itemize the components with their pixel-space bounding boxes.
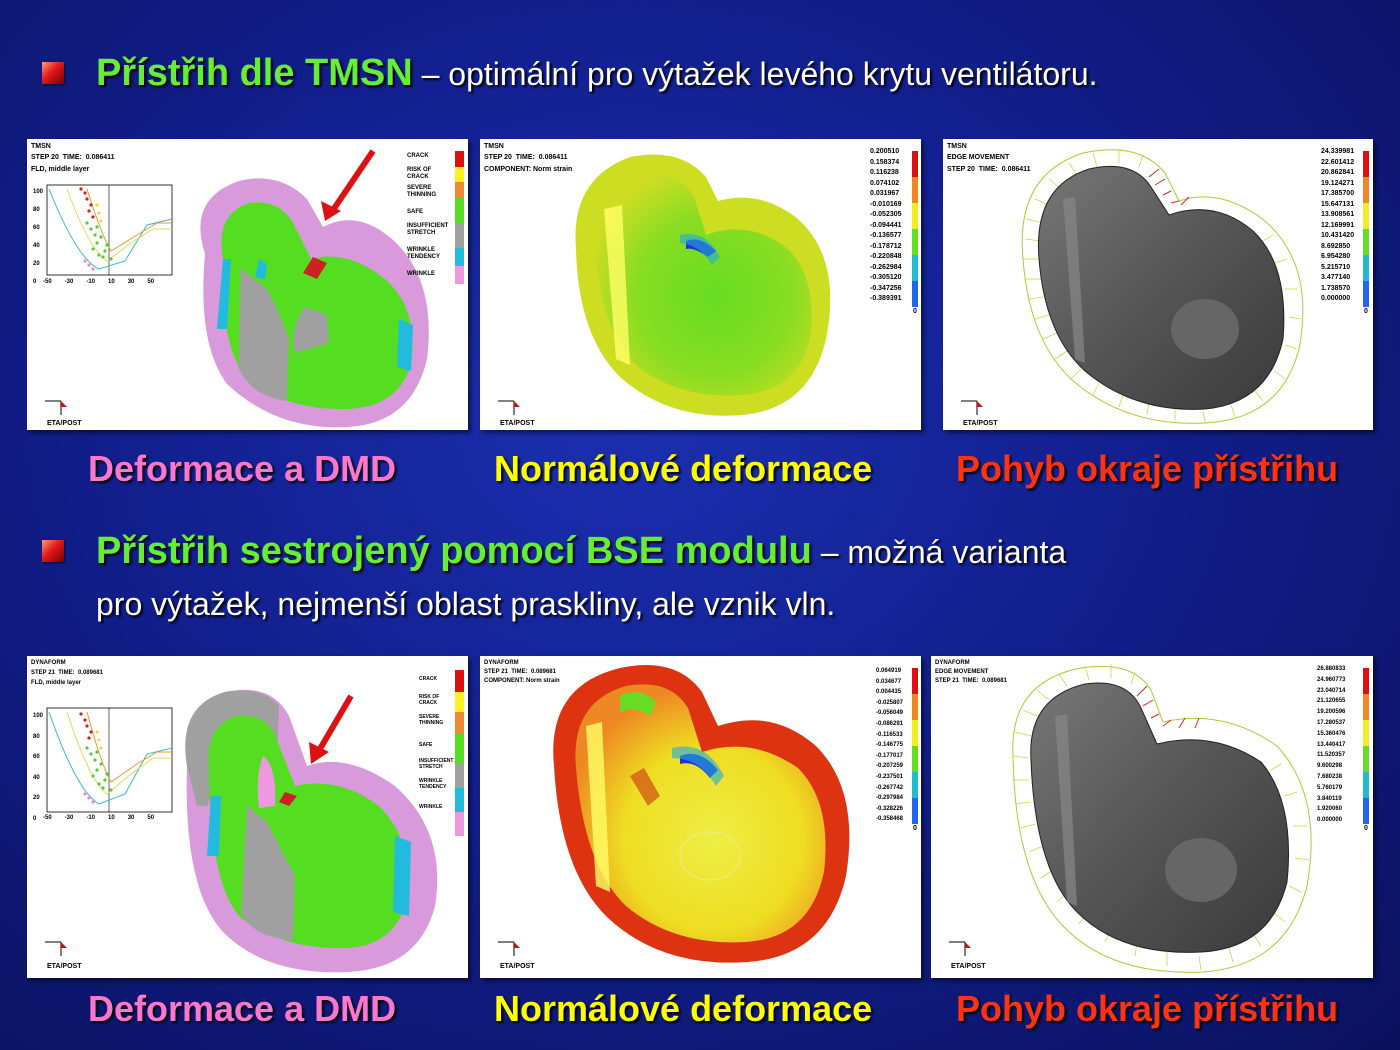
norm-step-info: STEP 21 TIME: 0.089681 [484, 669, 556, 675]
section1-heading: Přístřih dle TMSN – optimální pro výtaže… [96, 52, 1098, 95]
norm-title: TMSN [484, 143, 504, 150]
fld-plot-row1 [45, 149, 464, 428]
time-label: TIME: [62, 154, 82, 161]
caption-pohyb-row1: Pohyb okraje přístřihu [956, 448, 1339, 489]
norm-strain-panel-row1: TMSN STEP 20 TIME: 0.086411 COMPONENT: N… [480, 139, 921, 430]
edge-legend-values: 24.339981 22.601412 20.862841 19.124271 17.3… [1321, 148, 1355, 302]
edge-label: EDGE MOVEMENT [935, 669, 989, 675]
edge-movement-plot-row1 [961, 149, 1369, 424]
section2-heading: Přístřih sestrojený pomocí BSE modulu – … [96, 530, 1066, 573]
section2-description-line2: pro výtažek, nejmenší oblast praskliny, … [96, 586, 836, 622]
edge-legend-zero: 0 [1364, 825, 1368, 832]
bullet-icon [42, 540, 64, 562]
norm-legend-zero: 0 [913, 308, 917, 315]
section1-title: Přístřih dle TMSN [96, 52, 413, 94]
fld-x-ticks: -50 -30 -10 10 30 50 [43, 815, 155, 821]
section2-title: Přístřih sestrojený pomocí BSE modulu [96, 530, 812, 572]
color-scale-bar [1363, 151, 1369, 307]
fld-layer: FLD, middle layer [31, 166, 90, 173]
edge-step-info: STEP 21 TIME: 0.089681 [935, 678, 1007, 684]
fld-panel-row1: TMSN STEP 20 TIME: 0.086411 FLD, middle … [27, 139, 468, 430]
eta-post-logo: ETA/POST [500, 963, 535, 970]
norm-component: COMPONENT: Norm strain [484, 166, 573, 173]
norm-strain-plot-row2 [498, 665, 918, 963]
caption-normalove-row2: Normálové deformace [494, 988, 873, 1029]
eta-post-logo: ETA/POST [47, 963, 82, 970]
caption-deformace-row2: Deformace a DMD [88, 988, 397, 1029]
color-scale-bar [912, 668, 918, 824]
edge-title: DYNAFORM [935, 660, 970, 666]
fld-panel-row2: DYNAFORM STEP 21 TIME: 0.089681 FLD, mid… [27, 656, 468, 978]
color-scale-bar [1363, 668, 1369, 824]
edge-legend-values: 26.880833 24.960773 23.040714 21.120655 19.2… [1317, 666, 1346, 824]
time-value: 0.086411 [85, 154, 115, 161]
fld-y-ticks: 100 80 60 40 20 0 [33, 713, 44, 822]
norm-legend-values: 0.064919 0.034677 0.004435 -0.025807 -0.0560… [876, 668, 904, 823]
edge-movement-panel-row2: DYNAFORM EDGE MOVEMENT STEP 21 TIME: 0.0… [931, 656, 1373, 978]
fld-legend-labels: CRACK RISK OF CRACK SEVERE THINNING SAFE… [407, 153, 449, 277]
norm-legend-values: 0.200510 0.158374 0.116238 0.074102 0.031967… [870, 148, 902, 302]
norm-step-info: STEP 20 TIME: 0.086411 [484, 154, 568, 161]
eta-post-logo: ETA/POST [951, 963, 986, 970]
fld-title: TMSN [31, 143, 51, 150]
norm-strain-panel-row2: DYNAFORM STEP 21 TIME: 0.089681 COMPONEN… [480, 656, 921, 978]
eta-post-logo: ETA/POST [47, 420, 82, 427]
eta-post-logo: ETA/POST [963, 420, 998, 427]
caption-normalove-row1: Normálové deformace [494, 448, 873, 489]
fld-layer: FLD, middle layer [31, 680, 82, 686]
edge-legend-zero: 0 [1364, 308, 1368, 315]
section1-description: – optimální pro výtažek levého krytu ven… [412, 56, 1098, 92]
fld-x-ticks: -50 -30 -10 10 30 50 [43, 279, 155, 285]
edge-movement-plot-row2 [949, 664, 1369, 973]
step-label: STEP 20 [31, 154, 59, 161]
edge-label: EDGE MOVEMENT [947, 154, 1010, 161]
norm-legend-zero: 0 [913, 825, 917, 832]
caption-pohyb-row2: Pohyb okraje přístřihu [956, 988, 1339, 1029]
fld-step-info: STEP 20 TIME: 0.086411 [31, 153, 115, 162]
fld-legend-labels: CRACK RISK OF CRACK SEVERE THINNING SAFE… [419, 676, 454, 810]
edge-title: TMSN [947, 143, 967, 150]
color-scale-bar [912, 151, 918, 307]
section2-description: – možná varianta [811, 534, 1067, 570]
edge-movement-panel-row1: TMSN EDGE MOVEMENT STEP 20 TIME: 0.08641… [943, 139, 1373, 430]
fld-title: DYNAFORM [31, 660, 66, 666]
norm-component: COMPONENT: Norm strain [484, 678, 560, 684]
bullet-icon [42, 62, 64, 84]
norm-title: DYNAFORM [484, 660, 519, 666]
edge-step-info: STEP 20 TIME: 0.086411 [947, 166, 1031, 173]
fld-step-info: STEP 21 TIME: 0.089681 [31, 670, 103, 676]
fld-plot-row2 [45, 670, 464, 973]
fld-y-ticks: 100 80 60 40 20 0 [33, 189, 44, 285]
norm-strain-plot-row1 [498, 151, 918, 416]
eta-post-logo: ETA/POST [500, 420, 535, 427]
caption-deformace-row1: Deformace a DMD [88, 448, 397, 489]
